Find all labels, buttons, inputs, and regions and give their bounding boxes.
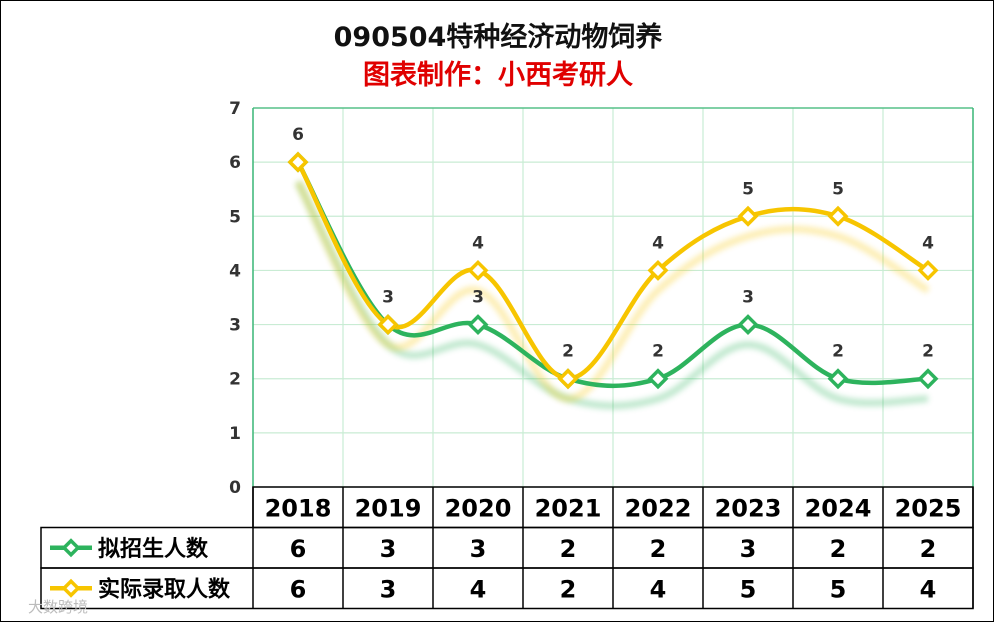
series-markers bbox=[287, 151, 939, 390]
table-cell: 6 bbox=[290, 535, 307, 563]
table-cell: 2 bbox=[920, 535, 937, 563]
data-label-actual: 4 bbox=[922, 233, 934, 253]
data-label-planned: 3 bbox=[472, 288, 484, 308]
table-cell: 3 bbox=[470, 535, 487, 563]
series-actual-marker bbox=[737, 205, 759, 227]
series-actual-marker bbox=[827, 205, 849, 227]
x-tick-label: 2018 bbox=[265, 494, 332, 522]
series-actual-marker bbox=[647, 259, 669, 281]
table-cell: 5 bbox=[740, 575, 757, 603]
data-label: 6 bbox=[292, 125, 304, 145]
x-tick-label: 2021 bbox=[535, 494, 602, 522]
data-label-actual: 5 bbox=[742, 179, 754, 199]
y-tick-label: 4 bbox=[229, 261, 241, 281]
table-cell: 2 bbox=[830, 535, 847, 563]
series-planned-marker bbox=[827, 368, 849, 390]
data-label-planned: 3 bbox=[742, 288, 754, 308]
legend-key-marker bbox=[61, 538, 81, 558]
y-tick-label: 6 bbox=[229, 153, 241, 173]
table-cell: 4 bbox=[650, 575, 667, 603]
data-labels: 6 3 3 4 2 2 4 3 5 2 5 2 4 bbox=[292, 125, 934, 362]
series-actual-marker bbox=[467, 259, 489, 281]
x-tick-label: 2019 bbox=[355, 494, 422, 522]
series-actual-marker bbox=[287, 151, 309, 173]
x-tick-label: 2025 bbox=[895, 494, 962, 522]
series-actual-shadow bbox=[294, 180, 930, 403]
y-tick-label: 2 bbox=[229, 370, 241, 390]
legend-label: 实际录取人数 bbox=[98, 576, 231, 602]
y-tick-label: 3 bbox=[229, 316, 241, 336]
legend-label: 拟招生人数 bbox=[98, 536, 209, 562]
data-label-planned: 2 bbox=[922, 342, 934, 362]
table-cell: 3 bbox=[740, 535, 757, 563]
table-cell: 3 bbox=[380, 535, 397, 563]
grid bbox=[252, 107, 974, 488]
x-tick-label: 2024 bbox=[805, 494, 872, 522]
watermark: 大数跨境 bbox=[28, 598, 88, 616]
table-cell: 3 bbox=[380, 575, 397, 603]
table-cell: 4 bbox=[470, 575, 487, 603]
y-tick-label: 0 bbox=[229, 478, 241, 498]
data-label-actual: 4 bbox=[652, 233, 664, 253]
series-actual-marker bbox=[377, 314, 399, 336]
series-actual-marker bbox=[557, 368, 579, 390]
table-cell: 5 bbox=[830, 575, 847, 603]
data-label: 3 bbox=[382, 288, 394, 308]
series-shadows bbox=[294, 180, 930, 410]
chart-title: 090504特种经济动物饲养 bbox=[334, 21, 663, 53]
series-planned-marker bbox=[647, 368, 669, 390]
data-label-actual: 4 bbox=[472, 233, 484, 253]
series-actual-marker bbox=[917, 259, 939, 281]
series-planned-marker bbox=[737, 314, 759, 336]
table-cell: 2 bbox=[650, 535, 667, 563]
data-label-planned: 2 bbox=[832, 342, 844, 362]
table-cell: 4 bbox=[920, 575, 937, 603]
data-table: 2018 2019 2020 2021 2022 2023 2024 2025 拟招生人数 6 3 3… bbox=[40, 486, 974, 610]
y-tick-label: 1 bbox=[229, 424, 241, 444]
y-tick-label: 7 bbox=[229, 99, 241, 119]
series-planned-marker bbox=[467, 314, 489, 336]
data-label-planned: 2 bbox=[652, 342, 664, 362]
table-cell: 2 bbox=[560, 535, 577, 563]
series-planned-marker bbox=[917, 368, 939, 390]
y-tick-label: 5 bbox=[229, 207, 241, 227]
x-tick-label: 2020 bbox=[445, 494, 512, 522]
data-label: 2 bbox=[562, 342, 574, 362]
legend-key-marker bbox=[61, 578, 81, 598]
chart-subtitle: 图表制作：小西考研人 bbox=[363, 60, 633, 91]
x-tick-label: 2023 bbox=[715, 494, 782, 522]
y-axis-ticks: 0 1 2 3 4 5 6 7 bbox=[229, 99, 241, 498]
table-cell: 2 bbox=[560, 575, 577, 603]
x-tick-label: 2022 bbox=[625, 494, 692, 522]
table-cell: 6 bbox=[290, 575, 307, 603]
data-label-actual: 5 bbox=[832, 179, 844, 199]
